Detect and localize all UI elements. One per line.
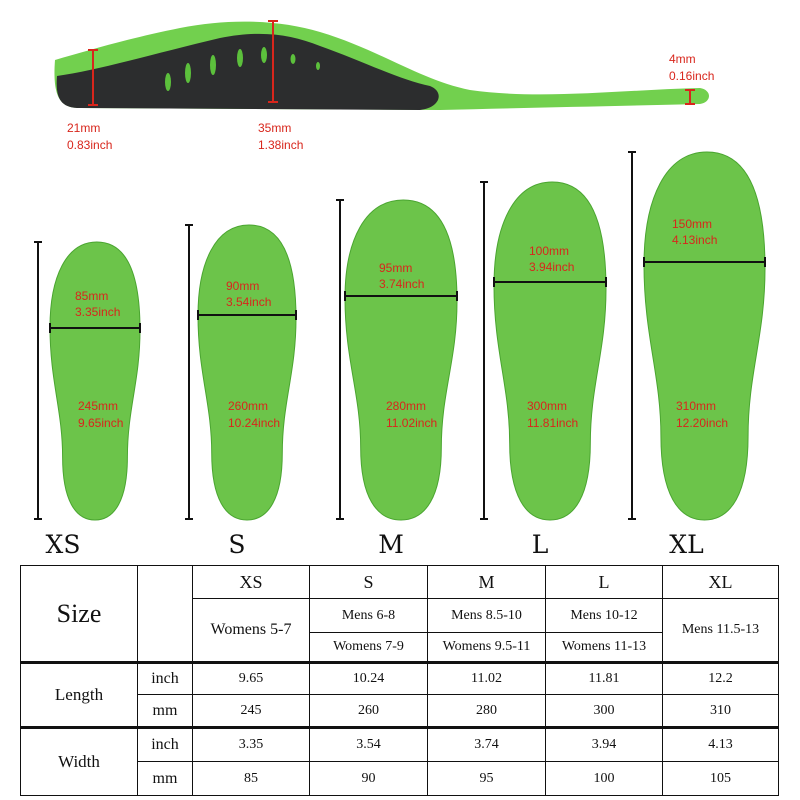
size-col-xs: XS [192, 565, 310, 599]
length-inch-cell: 11.81 [545, 661, 663, 695]
width-mm-label: 95mm [379, 261, 412, 275]
insole-shape [49, 241, 141, 521]
length-inch-label: 11.02inch [386, 416, 437, 430]
width-inch-label: 3.54inch [226, 295, 271, 309]
unit-mm: mm [137, 694, 193, 728]
length-mm-label: 310mm [676, 399, 716, 413]
width-mm-label: 90mm [226, 279, 259, 293]
arch-height-inch: 1.38inch [258, 138, 303, 152]
width-mm-cell: 105 [662, 761, 779, 796]
length-inch-label: 9.65inch [78, 416, 123, 430]
width-inch-label: 3.94inch [529, 260, 574, 274]
l-womens-size: Womens 11-13 [545, 632, 663, 663]
s-mens-size: Mens 6-8 [309, 598, 428, 633]
insole-s: 90mm 3.54inch 260mm 10.24inch S [185, 224, 297, 559]
length-inch-cell: 12.2 [662, 661, 779, 695]
size-header: Size [20, 565, 138, 663]
width-mm-cell: 85 [192, 761, 310, 796]
toe-thickness-mm: 4mm [669, 52, 696, 66]
width-label: Width [20, 726, 138, 796]
length-mm-cell: 245 [192, 694, 310, 728]
length-inch-label: 10.24inch [228, 416, 280, 430]
length-mm-label: 245mm [78, 399, 118, 413]
length-mm-label: 300mm [527, 399, 567, 413]
xl-mens-size: Mens 11.5-13 [662, 598, 779, 663]
size-col-s: S [309, 565, 428, 599]
length-mm-label: 260mm [228, 399, 268, 413]
insole-shape [493, 181, 607, 521]
unit-mm: mm [137, 761, 193, 796]
size-letter: M [378, 530, 404, 559]
heel-thickness-inch: 0.83inch [67, 138, 112, 152]
length-inch-cell: 10.24 [309, 661, 428, 695]
insole-illustration: 21mm 0.83inch 35mm 1.38inch 4mm 0.16inch… [34, 20, 766, 559]
insole-l: 100mm 3.94inch 300mm 11.81inch L [480, 181, 607, 559]
l-mens-size: Mens 10-12 [545, 598, 663, 633]
unit-inch: inch [137, 726, 193, 762]
size-letter: S [228, 530, 245, 559]
width-inch-label: 3.35inch [75, 305, 120, 319]
m-womens-size: Womens 9.5-11 [427, 632, 546, 663]
length-mm-cell: 260 [309, 694, 428, 728]
width-mm-cell: 100 [545, 761, 663, 796]
length-mm-cell: 300 [545, 694, 663, 728]
arch-height-mm: 35mm [258, 121, 291, 135]
toe-thickness-inch: 0.16inch [669, 69, 714, 83]
length-inch-cell: 9.65 [192, 661, 310, 695]
width-inch-cell: 4.13 [662, 726, 779, 762]
s-womens-size: Womens 7-9 [309, 632, 428, 663]
insole-xs: 85mm 3.35inch 245mm 9.65inch XS [34, 241, 141, 559]
unit-inch: inch [137, 661, 193, 695]
insole-xl: 150mm 4.13inch 310mm 12.20inch XL [628, 151, 766, 559]
width-mm-label: 100mm [529, 244, 569, 258]
width-inch-cell: 3.35 [192, 726, 310, 762]
width-inch-cell: 3.74 [427, 726, 546, 762]
insole-shape [643, 151, 766, 521]
width-inch-label: 3.74inch [379, 277, 424, 291]
insole-shape [344, 199, 458, 521]
length-mm-cell: 310 [662, 694, 779, 728]
insole-m: 95mm 3.74inch 280mm 11.02inch M [336, 199, 458, 559]
width-inch-cell: 3.94 [545, 726, 663, 762]
width-mm-label: 85mm [75, 289, 108, 303]
xs-shoe-size: Womens 5-7 [192, 598, 310, 663]
length-mm-label: 280mm [386, 399, 426, 413]
size-letter: XS [46, 530, 81, 559]
size-col-l: L [545, 565, 663, 599]
size-letter: XL [669, 530, 703, 559]
length-label: Length [20, 661, 138, 728]
thickness-markers [88, 20, 695, 106]
m-mens-size: Mens 8.5-10 [427, 598, 546, 633]
insole-shape [197, 224, 297, 521]
length-mm-cell: 280 [427, 694, 546, 728]
size-chart-table: Size XS S M L XL Womens 5-7 Mens 6-8 Men… [20, 565, 779, 796]
length-inch-cell: 11.02 [427, 661, 546, 695]
width-inch-label: 4.13inch [672, 233, 717, 247]
empty-header-cell [137, 565, 193, 663]
width-inch-cell: 3.54 [309, 726, 428, 762]
size-col-xl: XL [662, 565, 779, 599]
width-mm-label: 150mm [672, 217, 712, 231]
insole-side-profile: 21mm 0.83inch 35mm 1.38inch 4mm 0.16inch [54, 20, 714, 152]
heel-thickness-mm: 21mm [67, 121, 100, 135]
width-mm-cell: 90 [309, 761, 428, 796]
length-inch-label: 12.20inch [676, 416, 728, 430]
length-inch-label: 11.81inch [527, 416, 578, 430]
size-col-m: M [427, 565, 546, 599]
size-letter: L [532, 530, 549, 559]
width-mm-cell: 95 [427, 761, 546, 796]
